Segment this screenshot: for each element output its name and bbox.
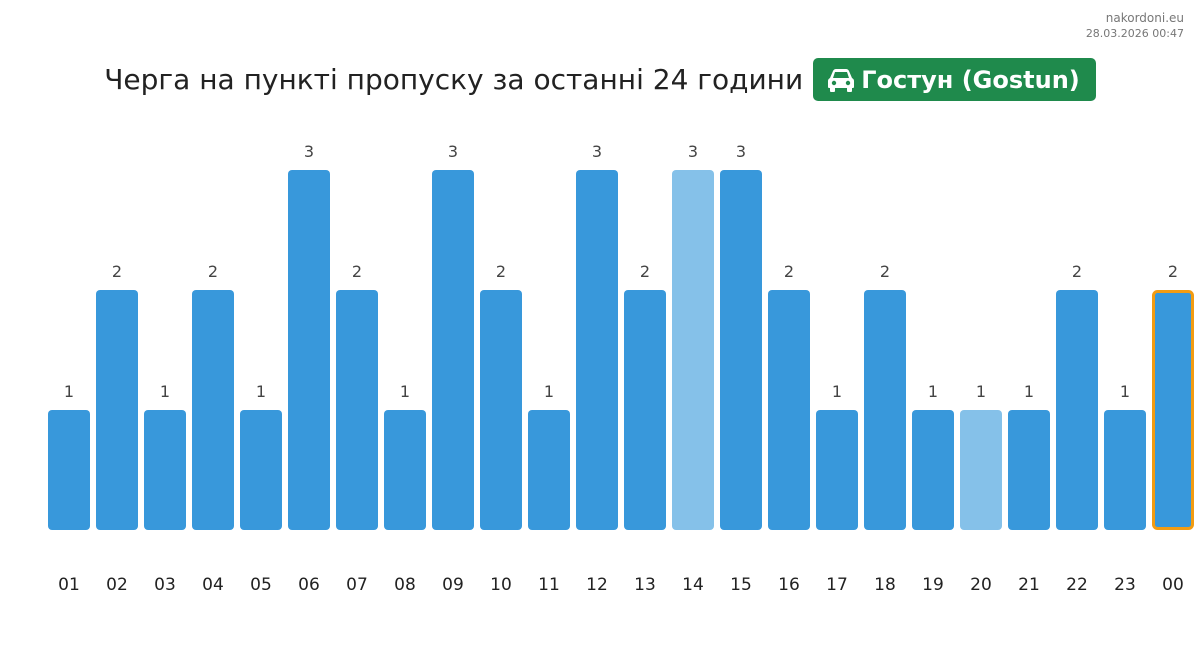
value-label-07: 2 (352, 262, 362, 281)
bar-05 (240, 410, 282, 530)
bar-23 (1104, 410, 1146, 530)
source-info: nakordoni.eu 28.03.2026 00:47 (1086, 10, 1184, 42)
x-tick-label-03: 03 (154, 575, 176, 595)
bar-14 (672, 170, 714, 530)
x-tick-label-17: 17 (826, 575, 848, 595)
car-icon (828, 68, 855, 92)
value-label-03: 1 (160, 382, 170, 401)
value-label-15: 3 (736, 142, 746, 161)
value-label-18: 2 (880, 262, 890, 281)
x-tick-label-20: 20 (970, 575, 992, 595)
source-timestamp: 28.03.2026 00:47 (1085, 27, 1184, 40)
x-tick-label-08: 08 (394, 575, 416, 595)
x-tick-label-07: 07 (346, 575, 368, 595)
x-tick-label-23: 23 (1114, 575, 1136, 595)
x-tick-label-10: 10 (490, 575, 512, 595)
bar-10 (480, 290, 522, 530)
value-label-12: 3 (592, 142, 602, 161)
chart-title: Черга на пункті пропуску за останні 24 г… (104, 63, 804, 96)
bar-09 (432, 170, 474, 530)
value-label-17: 1 (832, 382, 842, 401)
bar-18 (864, 290, 906, 530)
value-label-11: 1 (544, 382, 554, 401)
value-label-01: 1 (64, 382, 74, 401)
x-tick-label-12: 12 (586, 575, 608, 595)
value-label-06: 3 (304, 142, 314, 161)
bar-16 (768, 290, 810, 530)
bar-01 (48, 410, 90, 530)
bar-02 (96, 290, 138, 530)
bar-00 (1152, 290, 1194, 530)
x-tick-label-02: 02 (106, 575, 128, 595)
x-tick-label-01: 01 (58, 575, 80, 595)
value-label-13: 2 (640, 262, 650, 281)
bar-19 (912, 410, 954, 530)
value-label-16: 2 (784, 262, 794, 281)
x-tick-label-19: 19 (922, 575, 944, 595)
value-label-10: 2 (496, 262, 506, 281)
bar-06 (288, 170, 330, 530)
value-label-22: 2 (1072, 262, 1082, 281)
x-tick-label-05: 05 (250, 575, 272, 595)
value-label-14: 3 (688, 142, 698, 161)
x-tick-label-21: 21 (1018, 575, 1040, 595)
bar-13 (624, 290, 666, 530)
x-tick-label-00: 00 (1162, 575, 1184, 595)
value-label-09: 3 (448, 142, 458, 161)
bar-20 (960, 410, 1002, 530)
value-label-08: 1 (400, 382, 410, 401)
value-label-02: 2 (112, 262, 122, 281)
value-label-21: 1 (1024, 382, 1034, 401)
value-label-05: 1 (256, 382, 266, 401)
title-row: Черга на пункті пропуску за останні 24 г… (0, 58, 1200, 101)
value-label-19: 1 (928, 382, 938, 401)
value-label-04: 2 (208, 262, 218, 281)
value-label-20: 1 (976, 382, 986, 401)
bar-08 (384, 410, 426, 530)
bar-15 (720, 170, 762, 530)
x-tick-label-16: 16 (778, 575, 800, 595)
checkpoint-badge: Гостун (Gostun) (813, 58, 1096, 101)
checkpoint-name: Гостун (Gostun) (861, 65, 1080, 94)
bar-22 (1056, 290, 1098, 530)
x-tick-label-15: 15 (730, 575, 752, 595)
x-tick-label-14: 14 (682, 575, 704, 595)
bar-11 (528, 410, 570, 530)
bar-12 (576, 170, 618, 530)
bar-07 (336, 290, 378, 530)
x-tick-label-13: 13 (634, 575, 656, 595)
value-label-00: 2 (1168, 262, 1178, 281)
value-label-23: 1 (1120, 382, 1130, 401)
bar-04 (192, 290, 234, 530)
bar-21 (1008, 410, 1050, 530)
x-tick-label-18: 18 (874, 575, 896, 595)
bar-17 (816, 410, 858, 530)
x-tick-label-09: 09 (442, 575, 464, 595)
x-tick-label-11: 11 (538, 575, 560, 595)
x-tick-label-06: 06 (298, 575, 320, 595)
x-tick-label-22: 22 (1066, 575, 1088, 595)
source-site: nakordoni.eu (1105, 11, 1184, 25)
x-tick-label-04: 04 (202, 575, 224, 595)
bar-03 (144, 410, 186, 530)
